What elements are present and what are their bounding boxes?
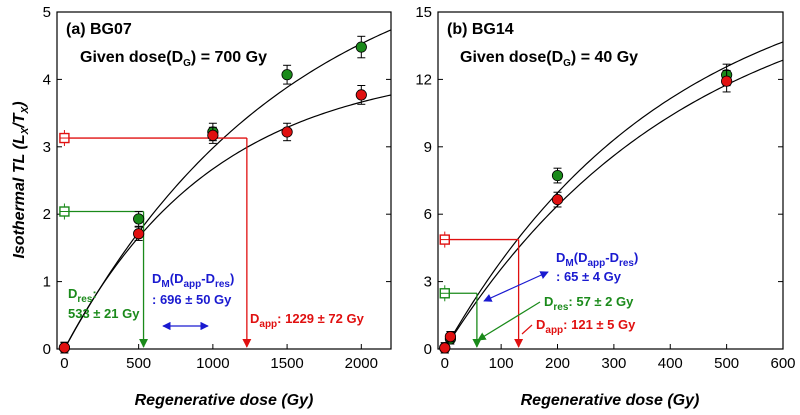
y-axis-title: Isothermal TL (LX/TX) [11, 101, 31, 258]
red-point [281, 126, 293, 138]
y-tick-label: 0 [43, 341, 51, 358]
green-point [551, 169, 564, 182]
red-point [551, 193, 564, 206]
red-fit-curve [63, 94, 392, 350]
green-point [281, 69, 293, 81]
y-tick-label: 0 [424, 341, 432, 358]
red-point [439, 342, 451, 354]
red-point [58, 342, 71, 354]
panel-a-ticks: 0 500 1000 1500 2000 0 1 2 3 4 5 [43, 4, 391, 372]
panel-b-plot-area [439, 41, 784, 354]
panel-a-dres-value: 533 ± 21 Gy [68, 306, 140, 321]
red-point [355, 89, 367, 101]
panel-a-given-dose: Given dose(DG) = 700 Gy [80, 49, 267, 69]
panel-b-dres-pointer [477, 301, 541, 341]
y-tick-label: 3 [424, 274, 432, 291]
panel-a-dm-value: : 696 ± 50 Gy [152, 292, 232, 307]
y-tick-label: 15 [415, 4, 432, 21]
red-point [133, 228, 145, 240]
x-tick-label: 2000 [345, 355, 378, 372]
green-point [355, 41, 367, 53]
x-tick-label: 200 [545, 355, 570, 372]
panel-a-dapp-label: Dapp: 1229 ± 72 Gy [250, 311, 365, 330]
x-tick-label: 0 [441, 355, 449, 372]
panel-b-dm-value: : 65 ± 4 Gy [556, 269, 622, 284]
panel-b-dapp-pointer [521, 324, 533, 335]
green-point [133, 213, 145, 225]
y-tick-label: 1 [43, 274, 51, 291]
panel-a-frame [56, 11, 392, 350]
x-tick-label: 100 [489, 355, 514, 372]
panel-a-dres-label: Dres: [68, 286, 97, 305]
y-tick-label: 6 [424, 206, 432, 223]
panel-a-dm-label: DM(Dapp-Dres) [152, 271, 234, 290]
x-tick-label: 400 [658, 355, 683, 372]
green-fit-curve [63, 29, 392, 350]
x-tick-label: 500 [714, 355, 739, 372]
panel-a-x-axis-title: Regenerative dose (Gy) [135, 392, 314, 409]
x-tick-label: 1500 [270, 355, 303, 372]
red-point [444, 331, 457, 343]
y-tick-label: 5 [43, 4, 51, 21]
panel-b-x-axis-title: Regenerative dose (Gy) [521, 392, 700, 409]
y-tick-label: 4 [43, 71, 51, 88]
y-tick-label: 3 [43, 139, 51, 156]
panel-b-bg14: 0 100 200 300 400 500 600 0 3 6 9 12 15 (b) BG14 Giv… [415, 4, 795, 372]
red-point [207, 129, 219, 141]
red-point [721, 75, 733, 87]
panel-b-given-dose: Given dose(DG) = 40 Gy [460, 49, 638, 69]
y-tick-label: 9 [424, 139, 432, 156]
x-tick-label: 500 [126, 355, 151, 372]
x-tick-label: 1000 [196, 355, 229, 372]
y-tick-label: 2 [43, 206, 51, 223]
x-tick-label: 0 [60, 355, 68, 372]
panel-b-dm-label: DM(Dapp-Dres) [556, 250, 638, 269]
panel-a-title: (a) BG07 [66, 21, 132, 38]
panel-a-bg07: 0 500 1000 1500 2000 0 1 2 3 4 5 (a) BG07 Given do… [43, 4, 392, 372]
panel-b-title: (b) BG14 [447, 21, 514, 38]
panel-b-dm-arrow [483, 271, 549, 302]
panel-a-plot-area [58, 29, 392, 354]
x-tick-label: 600 [770, 355, 795, 372]
x-tick-label: 300 [601, 355, 626, 372]
panel-b-dapp-label: Dapp: 121 ± 5 Gy [536, 317, 636, 336]
panel-b-ticks: 0 100 200 300 400 500 600 0 3 6 9 12 15 [415, 4, 795, 372]
panel-b-dres-label: Dres: 57 ± 2 Gy [544, 294, 634, 313]
y-tick-label: 12 [415, 71, 432, 88]
panel-b-frame [437, 11, 784, 350]
